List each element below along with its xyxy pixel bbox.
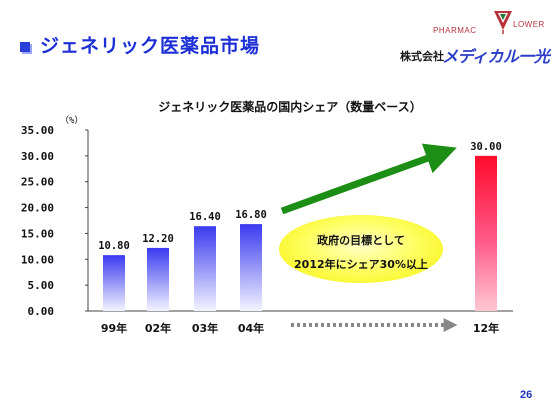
x-category-label: 12年 bbox=[473, 321, 499, 335]
data-bar bbox=[147, 247, 169, 311]
y-tick-label: 5.00 bbox=[28, 279, 55, 292]
logo-brand-name: メディカル一光 bbox=[442, 47, 550, 66]
bar-value-label: 12.20 bbox=[142, 233, 174, 245]
y-tick-label: 15.00 bbox=[21, 227, 54, 240]
chart-title: ジェネリック医薬品の国内シェア（数量ベース） bbox=[158, 100, 422, 114]
data-bar bbox=[240, 224, 262, 311]
x-category-label: 03年 bbox=[192, 321, 218, 335]
y-tick-label: 35.00 bbox=[21, 124, 54, 137]
page-number: 26 bbox=[520, 389, 533, 401]
y-tick-label: 20.00 bbox=[21, 202, 54, 215]
x-category-label: 02年 bbox=[145, 321, 171, 335]
logo-flower-text: LOWER bbox=[513, 20, 545, 29]
goal-callout-line1: 政府の目標として bbox=[317, 234, 405, 247]
bar-value-label: 16.80 bbox=[235, 209, 267, 221]
goal-callout-line2: 2012年にシェア30%以上 bbox=[294, 258, 428, 271]
bar-value-label: 30.00 bbox=[470, 141, 502, 153]
flower-emblem-icon bbox=[494, 11, 512, 34]
y-tick-label: 25.00 bbox=[21, 176, 54, 189]
company-logo: PHARMAC LOWER 株式会社 メディカル一光 bbox=[400, 10, 550, 70]
data-bar bbox=[194, 226, 216, 311]
y-tick-label: 30.00 bbox=[21, 150, 54, 163]
x-category-label: 04年 bbox=[238, 321, 264, 335]
page-title: ジェネリック医薬品市場 bbox=[40, 35, 261, 57]
bar-value-label: 10.80 bbox=[98, 240, 130, 252]
y-tick-label: 0.00 bbox=[28, 305, 55, 318]
x-category-label: 99年 bbox=[101, 321, 127, 335]
y-tick-label: 10.00 bbox=[21, 253, 54, 266]
target-bar bbox=[475, 155, 497, 311]
y-axis-unit-label: （%） bbox=[60, 116, 84, 126]
logo-company-prefix: 株式会社 bbox=[400, 50, 444, 63]
header-bullet-icon bbox=[20, 42, 30, 52]
trend-arrow bbox=[280, 143, 457, 215]
data-bar bbox=[103, 255, 125, 311]
bar-value-label: 16.40 bbox=[189, 211, 221, 223]
logo-pharma-text: PHARMAC bbox=[433, 26, 477, 35]
goal-callout bbox=[279, 215, 443, 283]
